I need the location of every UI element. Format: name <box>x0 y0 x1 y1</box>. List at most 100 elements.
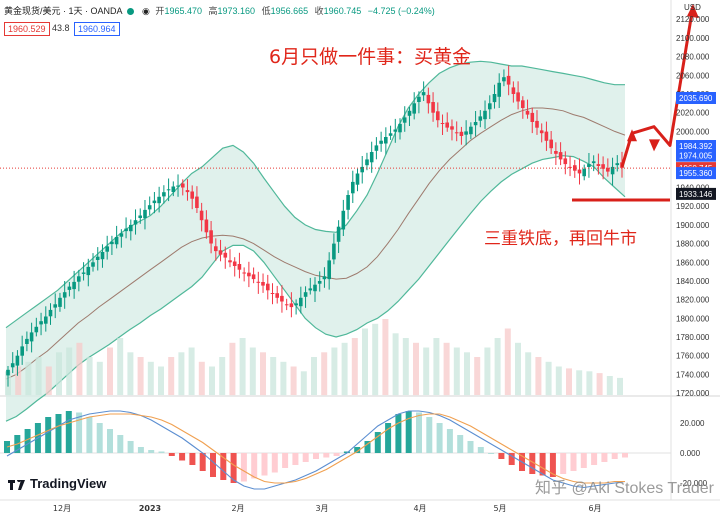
candle-body <box>412 103 416 114</box>
candle-body <box>502 77 506 82</box>
price-tick-label: 2020.000 <box>676 109 710 118</box>
candle-body <box>459 131 464 136</box>
volume-bar <box>525 352 532 396</box>
volume-bar <box>15 366 22 395</box>
volume-bar <box>443 342 450 396</box>
volume-bar <box>362 328 368 395</box>
price-badge-label: 1984.392 <box>679 142 713 151</box>
volume-bar <box>229 342 236 396</box>
tradingview-logo[interactable]: TradingView <box>8 476 106 491</box>
price-tick-label: 1720.000 <box>676 389 710 398</box>
candle-body <box>181 183 185 188</box>
volume-bar <box>86 357 93 395</box>
macd-histogram-bar <box>416 412 422 453</box>
macd-histogram-bar <box>210 453 216 477</box>
volume-bar <box>147 361 154 396</box>
candle-body <box>110 241 114 245</box>
buy-price-button[interactable]: 1960.964 <box>74 22 120 36</box>
volume-bar <box>494 338 501 395</box>
candle-body <box>275 293 279 298</box>
logo-text: TradingView <box>30 476 107 491</box>
macd-histogram-bar <box>467 441 474 453</box>
candle-body <box>133 220 138 225</box>
macd-histogram-bar <box>96 423 103 453</box>
price-tick-label: 1800.000 <box>676 314 710 323</box>
candle-body <box>332 243 336 260</box>
candle-body <box>266 283 270 291</box>
price-badge-box <box>676 149 716 162</box>
macd-histogram-bar <box>580 453 587 468</box>
volume-bar <box>137 357 144 395</box>
macd-histogram-bar <box>65 411 72 453</box>
candle-body <box>497 82 501 97</box>
macd-histogram-bar <box>426 417 433 453</box>
candle-body <box>58 297 62 307</box>
time-tick-label: 3月 <box>315 504 328 513</box>
macd-tick-label: 20.000 <box>680 419 705 428</box>
candle-body <box>464 131 468 135</box>
volume-bar <box>617 377 623 395</box>
volume-bar <box>35 357 42 395</box>
price-badge-box <box>676 187 716 200</box>
candle-body <box>284 304 289 306</box>
price-badge-box <box>676 167 716 180</box>
macd-histogram-bar <box>323 453 330 458</box>
high-value: 1973.160 <box>217 6 256 16</box>
candle-body <box>384 137 388 144</box>
candle-body <box>483 110 487 120</box>
candle-body <box>171 186 176 192</box>
candle-body <box>454 132 459 134</box>
candle-body <box>77 276 81 282</box>
candle-body <box>558 152 563 160</box>
candle-body <box>426 94 431 104</box>
candle-body <box>582 168 586 177</box>
macd-histogram-bar <box>240 453 247 482</box>
candle-body <box>232 261 237 266</box>
candle-body <box>242 272 246 274</box>
candle-body <box>308 288 313 291</box>
macd-histogram-bar <box>302 453 309 462</box>
macd-histogram-bar <box>591 453 598 465</box>
candle-body <box>204 219 209 233</box>
change-value: −4.725 (−0.24%) <box>367 6 435 16</box>
candle-body <box>506 75 511 85</box>
candle-body <box>417 96 421 102</box>
candle-body <box>261 282 265 286</box>
time-axis: 12月 2023 2月 3月 4月 5月 6月 <box>53 504 602 513</box>
volume-bar <box>239 338 246 395</box>
candle-body <box>606 167 610 172</box>
candle-body <box>251 274 256 280</box>
macd-histogram-bar <box>374 432 381 453</box>
macd-histogram-bar <box>395 414 402 453</box>
macd-histogram-bar <box>137 447 144 453</box>
price-tick-label: 1760.000 <box>676 352 710 361</box>
visibility-icon[interactable]: ◉ <box>142 6 150 16</box>
price-tick-label: 1740.000 <box>676 370 710 379</box>
candle-body <box>214 246 218 252</box>
macd-histogram-bar <box>570 453 577 471</box>
candle-body <box>152 200 157 204</box>
candle-body <box>516 92 520 102</box>
bollinger-upper-line <box>5 60 625 329</box>
candle-body <box>138 215 142 218</box>
price-axis: 1720.000 1740.000 1760.000 1780.000 1800.000… <box>676 3 710 398</box>
candle-body <box>336 226 341 242</box>
volume-bar <box>96 361 103 396</box>
candle-body <box>303 292 308 297</box>
candle-body <box>114 237 119 245</box>
open-value: 1965.470 <box>164 6 202 16</box>
volume-bar <box>382 319 389 395</box>
volume-bar <box>515 342 521 396</box>
price-badge: 1955.360 <box>676 167 716 180</box>
annotation-subtitle: 三重铁底，再回牛市 <box>484 229 637 249</box>
macd-histogram-bar <box>343 451 350 453</box>
tradingview-logo-icon <box>8 479 25 490</box>
price-tick-label: 2000.000 <box>676 127 710 136</box>
projection-arrowhead <box>687 4 699 19</box>
macd-histogram-bar <box>55 414 62 453</box>
candle-body <box>147 205 152 210</box>
symbol-label[interactable]: 黄金现货/美元 · 1天 · OANDA <box>4 6 123 16</box>
time-tick-label: 4月 <box>413 504 426 513</box>
volume-bar <box>56 352 62 396</box>
sell-price-button[interactable]: 1960.529 <box>4 22 50 36</box>
